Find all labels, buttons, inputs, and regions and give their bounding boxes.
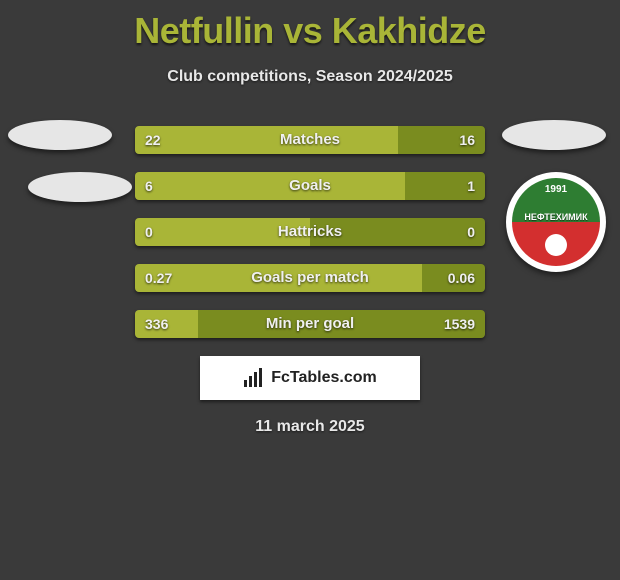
chart-icon bbox=[243, 368, 265, 388]
attribution-label: FcTables.com bbox=[271, 369, 377, 387]
player-right-placeholder: 1991 НЕФТЕХИМИК bbox=[502, 120, 612, 272]
bar-val-right: 0.06 bbox=[448, 264, 475, 292]
bar-row-gpm: 0.27 Goals per match 0.06 bbox=[135, 264, 485, 292]
stats-bars: 22 Matches 16 6 Goals 1 0 Hattricks 0 0.… bbox=[135, 126, 485, 338]
bar-label: Min per goal bbox=[135, 310, 485, 338]
player-left-placeholder bbox=[8, 120, 118, 224]
bar-val-right: 1 bbox=[467, 172, 475, 200]
badge-year: 1991 bbox=[545, 184, 567, 195]
oval-shape bbox=[28, 172, 132, 202]
bar-row-matches: 22 Matches 16 bbox=[135, 126, 485, 154]
bar-val-right: 1539 bbox=[444, 310, 475, 338]
subtitle: Club competitions, Season 2024/2025 bbox=[0, 68, 620, 86]
bar-row-hattricks: 0 Hattricks 0 bbox=[135, 218, 485, 246]
club-badge: 1991 НЕФТЕХИМИК bbox=[506, 172, 606, 272]
badge-text: НЕФТЕХИМИК bbox=[506, 212, 606, 222]
badge-ball-icon bbox=[545, 234, 567, 256]
oval-shape bbox=[502, 120, 606, 150]
date-label: 11 march 2025 bbox=[0, 418, 620, 436]
attribution-box[interactable]: FcTables.com bbox=[200, 356, 420, 400]
bar-val-right: 0 bbox=[467, 218, 475, 246]
bar-label: Goals per match bbox=[135, 264, 485, 292]
bar-label: Matches bbox=[135, 126, 485, 154]
oval-shape bbox=[8, 120, 112, 150]
page-title: Netfullin vs Kakhidze bbox=[0, 0, 620, 52]
bar-val-right: 16 bbox=[459, 126, 475, 154]
bar-row-goals: 6 Goals 1 bbox=[135, 172, 485, 200]
bar-row-mpg: 336 Min per goal 1539 bbox=[135, 310, 485, 338]
bar-label: Hattricks bbox=[135, 218, 485, 246]
bar-label: Goals bbox=[135, 172, 485, 200]
